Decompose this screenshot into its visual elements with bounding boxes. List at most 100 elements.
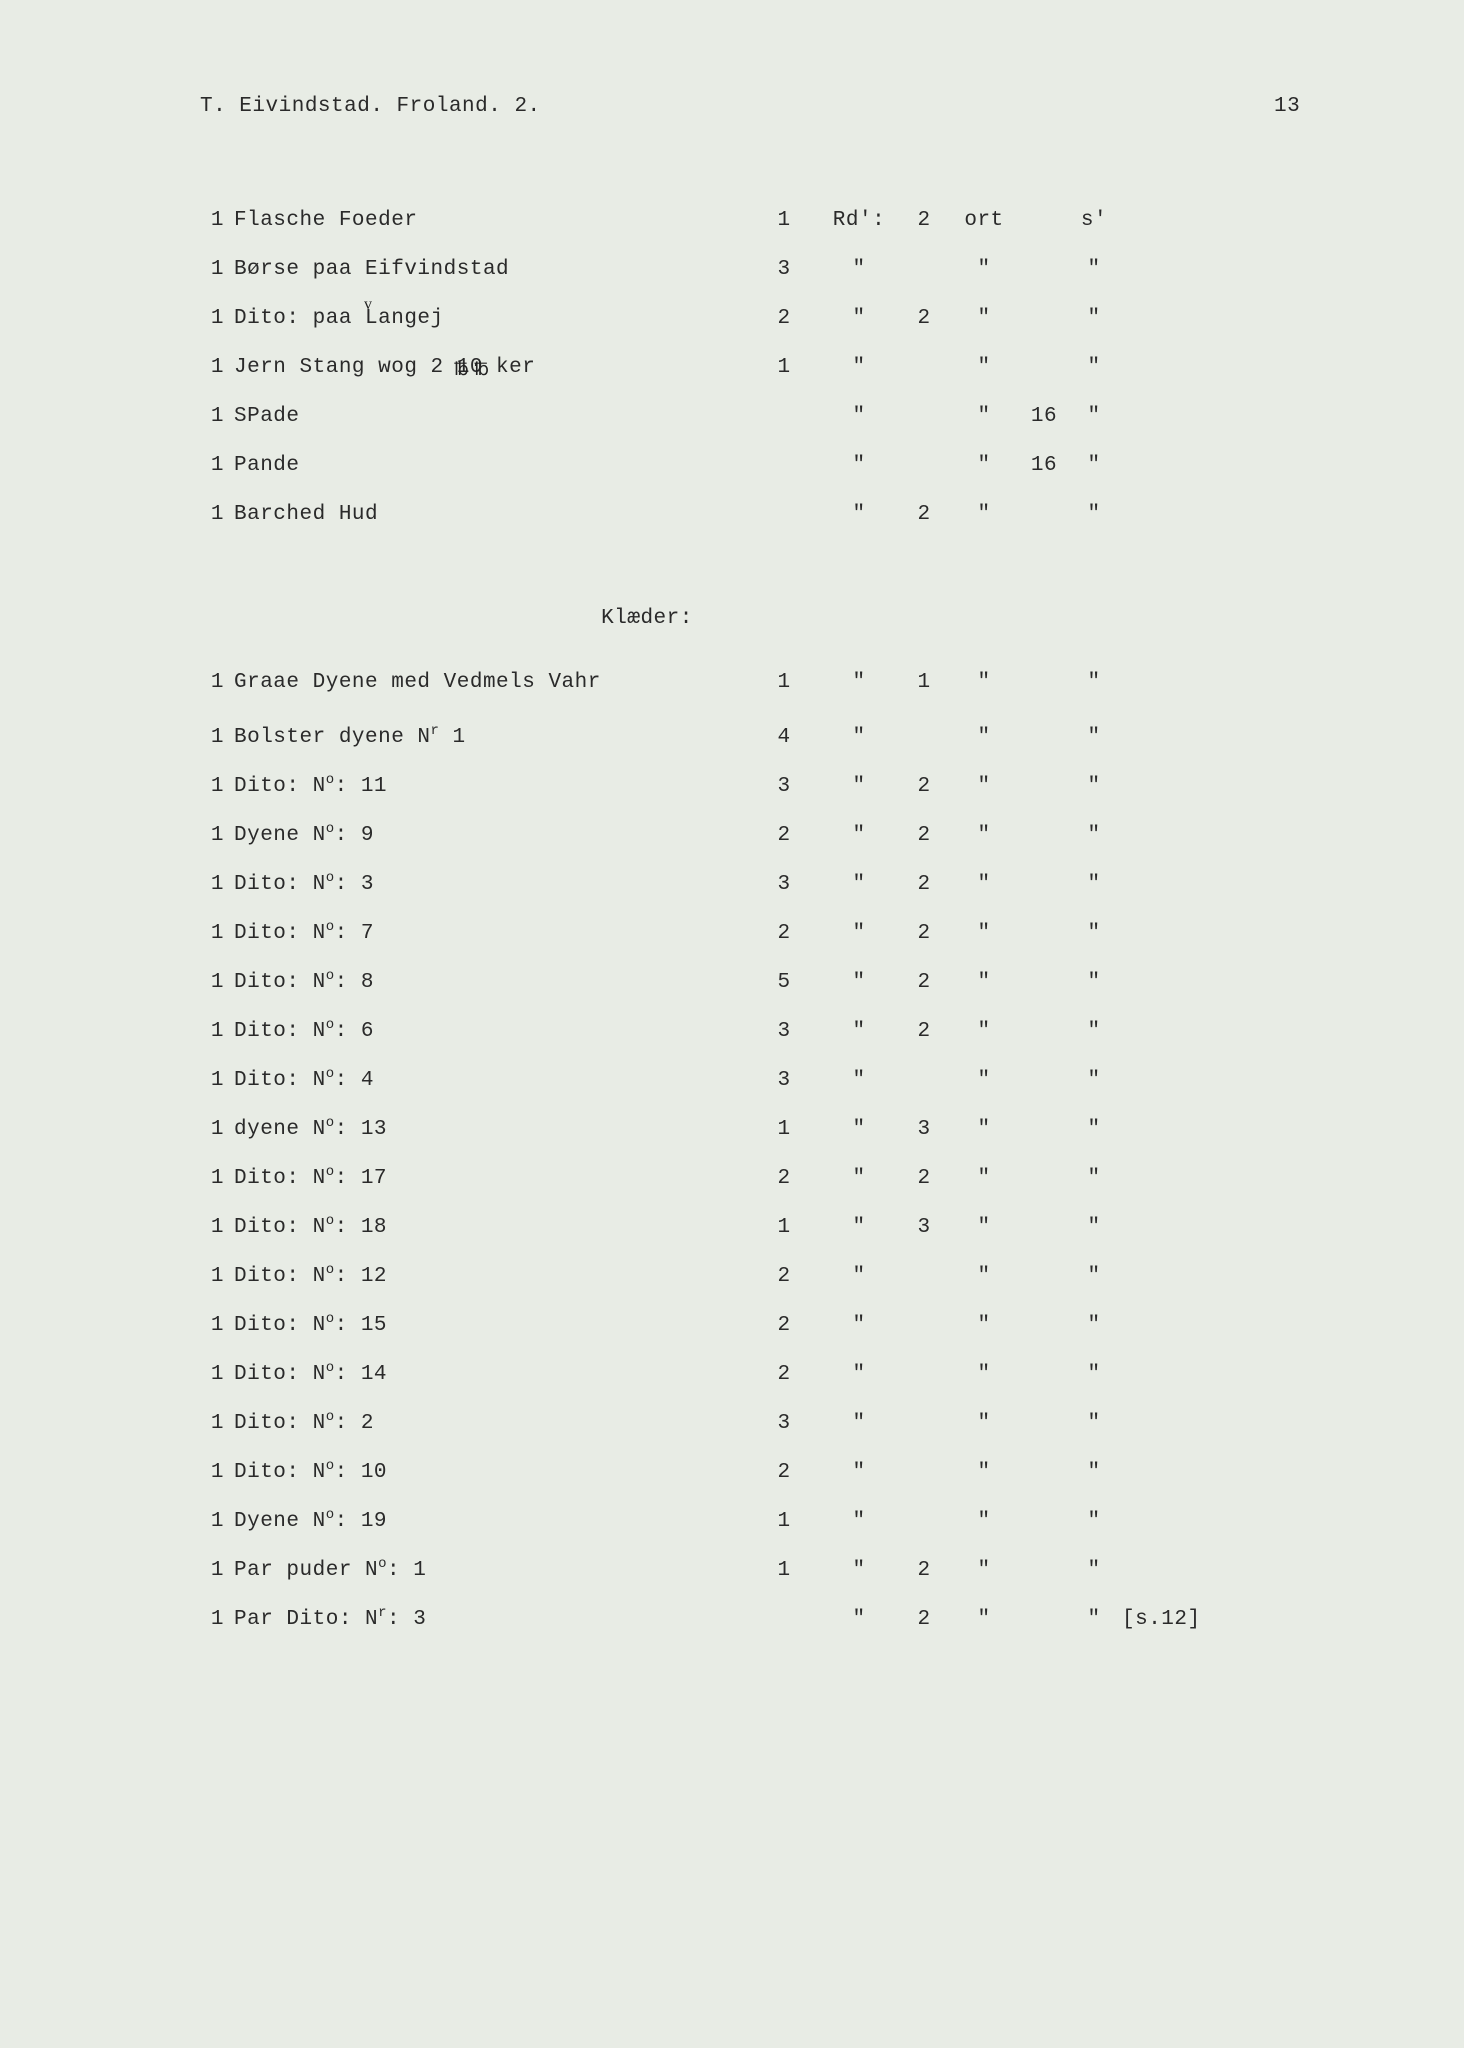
s-mark: " xyxy=(1074,658,1114,707)
qty: 1 xyxy=(200,1595,234,1644)
superscript: o xyxy=(326,1262,335,1278)
inventory-row: 1Dito: No: 72"2"" xyxy=(200,903,1374,952)
qty: 1 xyxy=(200,909,234,958)
inventory-row: 1dyene No: 131"3"" xyxy=(200,1099,1374,1148)
s-mark: " xyxy=(1074,1056,1114,1105)
inventory-row: 1Dyene No: 92"2"" xyxy=(200,805,1374,854)
rd-mark: " xyxy=(824,1007,894,1056)
inventory-row: 1Dito: No: 122""" xyxy=(200,1246,1374,1295)
qty: 1 xyxy=(200,1546,234,1595)
inventory-row: 1Dito: No: 33"2"" xyxy=(200,854,1374,903)
inventory-row: 1Dito: paa Langejv2"2"" xyxy=(200,294,1374,343)
superscript: o xyxy=(326,1017,335,1033)
superscript: o xyxy=(326,1360,335,1376)
ort-value: 3 xyxy=(894,1203,954,1252)
rd-mark: " xyxy=(824,860,894,909)
superscript: o xyxy=(326,821,335,837)
ort-mark: " xyxy=(954,860,1014,909)
s-mark: " xyxy=(1074,490,1114,539)
description: Flasche Foeder xyxy=(234,196,744,245)
qty: 1 xyxy=(200,441,234,490)
ort-value: 2 xyxy=(894,811,954,860)
superscript: r xyxy=(378,1605,387,1621)
qty: 1 xyxy=(200,658,234,707)
inventory-row: 1Dito: No: 63"2"" xyxy=(200,1001,1374,1050)
qty: 1 xyxy=(200,1301,234,1350)
rd-mark: " xyxy=(824,811,894,860)
inventory-row: 1Dito: No: 43""" xyxy=(200,1050,1374,1099)
qty: 1 xyxy=(200,1105,234,1154)
description: Pande xyxy=(234,441,744,490)
description: Graae Dyene med Vedmels Vahr xyxy=(234,658,744,707)
section-title: Klæder: xyxy=(200,607,1374,630)
rd-mark: " xyxy=(824,294,894,343)
rd-mark: " xyxy=(824,762,894,811)
ort-mark: " xyxy=(954,1448,1014,1497)
s-mark: " xyxy=(1074,1301,1114,1350)
superscript: o xyxy=(378,1556,387,1572)
s-mark: " xyxy=(1074,1350,1114,1399)
superscript: o xyxy=(326,1164,335,1180)
description: Børse paa Eifvindstad xyxy=(234,245,744,294)
description: Dito: No: 11 xyxy=(234,756,744,811)
superscript: o xyxy=(326,919,335,935)
ort-value: 1 xyxy=(894,658,954,707)
ort-mark: " xyxy=(954,713,1014,762)
s-mark: " xyxy=(1074,1448,1114,1497)
inventory-row: 1Flasche Foeder1Rd':2orts' xyxy=(200,196,1374,245)
ort-value: 2 xyxy=(894,909,954,958)
rd-value: 2 xyxy=(744,909,824,958)
ort-mark: " xyxy=(954,441,1014,490)
ort-mark: " xyxy=(954,1154,1014,1203)
rd-value: 3 xyxy=(744,1399,824,1448)
ort-value: 2 xyxy=(894,1546,954,1595)
ort-value: 2 xyxy=(894,294,954,343)
ort-mark: " xyxy=(954,1203,1014,1252)
inventory-row: 1Børse paa Eifvindstad3""" xyxy=(200,245,1374,294)
ort-mark: " xyxy=(954,245,1014,294)
description: Dito: No: 18 xyxy=(234,1197,744,1252)
rd-mark: " xyxy=(824,441,894,490)
superscript: o xyxy=(326,1507,335,1523)
ort-value: 2 xyxy=(894,1007,954,1056)
rd-value: 2 xyxy=(744,1154,824,1203)
rd-value: 1 xyxy=(744,1203,824,1252)
rd-value: 1 xyxy=(744,658,824,707)
inventory-row: 1Dito: No: 102""" xyxy=(200,1442,1374,1491)
ort-mark: " xyxy=(954,1350,1014,1399)
ort-mark: " xyxy=(954,392,1014,441)
description: Dito: No: 17 xyxy=(234,1148,744,1203)
ort-mark: " xyxy=(954,1497,1014,1546)
qty: 1 xyxy=(200,1448,234,1497)
inventory-row: 1Graae Dyene med Vedmels Vahr1"1"" xyxy=(200,658,1374,707)
inventory-row: 1Dito: No: 23""" xyxy=(200,1393,1374,1442)
ort-mark: ort xyxy=(954,196,1014,245)
description: Dito: No: 4 xyxy=(234,1050,744,1105)
rd-mark: " xyxy=(824,490,894,539)
s-mark: " xyxy=(1074,392,1114,441)
ort-value: 2 xyxy=(894,958,954,1007)
s-mark: " xyxy=(1074,1497,1114,1546)
ort-value: 2 xyxy=(894,1595,954,1644)
rd-mark: " xyxy=(824,909,894,958)
header-title: T. Eivindstad. Froland. 2. xyxy=(200,95,1254,118)
s-mark: " xyxy=(1074,1252,1114,1301)
description: Dito: No: 6 xyxy=(234,1001,744,1056)
rd-value: 3 xyxy=(744,1007,824,1056)
ort-mark: " xyxy=(954,1007,1014,1056)
inventory-row: 1Par Dito: Nr: 3"2""[s.12] xyxy=(200,1589,1374,1638)
superscript: o xyxy=(326,870,335,886)
s-mark: " xyxy=(1074,343,1114,392)
description: Dito: No: 7 xyxy=(234,903,744,958)
qty: 1 xyxy=(200,490,234,539)
ort-value: 2 xyxy=(894,762,954,811)
inventory-row: 1Jern Stang wog 2 10 ker℔ ℔1""" xyxy=(200,343,1374,392)
s-mark: " xyxy=(1074,1203,1114,1252)
rd-mark: " xyxy=(824,958,894,1007)
document-page: T. Eivindstad. Froland. 2. 13 1Flasche F… xyxy=(0,0,1464,1698)
qty: 1 xyxy=(200,811,234,860)
superscript: o xyxy=(326,1066,335,1082)
section-2: 1Graae Dyene med Vedmels Vahr1"1""1Bolst… xyxy=(200,658,1374,1638)
handwritten-annotation: ℔ ℔ xyxy=(454,345,489,394)
ort-mark: " xyxy=(954,1252,1014,1301)
